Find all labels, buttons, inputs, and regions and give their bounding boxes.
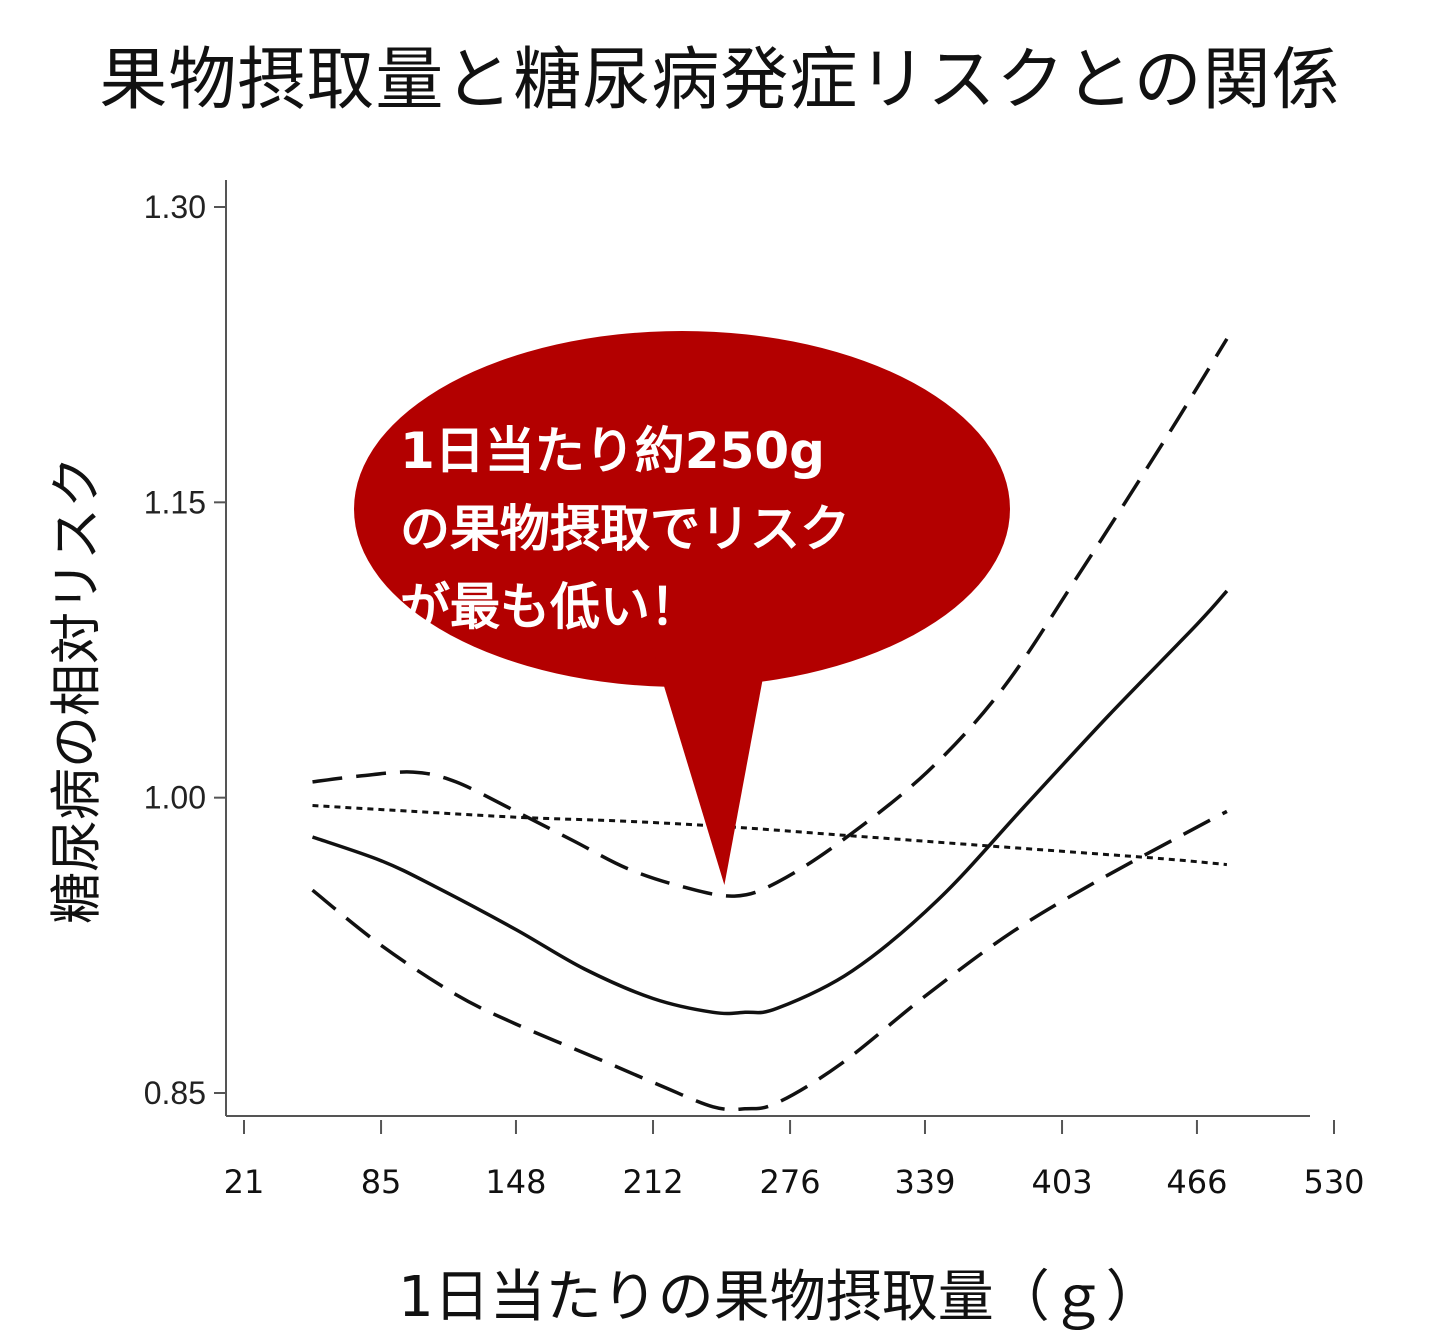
x-tick-label: 466	[1166, 1163, 1227, 1201]
series-line-3-long-dash	[311, 809, 1228, 1112]
y-tick-label: 0.85	[144, 1075, 206, 1111]
x-tick-label: 85	[361, 1163, 402, 1201]
x-axis-label: 1日当たりの果物摂取量（ｇ）	[398, 1265, 1162, 1330]
x-tick-label: 212	[622, 1163, 683, 1201]
annotation-line-2: の果物摂取でリスク	[400, 500, 850, 558]
annotation-line-3: が最も低い！	[400, 578, 700, 636]
chart-title: 果物摂取量と糖尿病発症リスクとの関係	[99, 41, 1341, 120]
chart-series	[311, 337, 1229, 1112]
annotation-text: 1日当たり約250g の果物摂取でリスク が最も低い！	[400, 412, 960, 646]
annotation-line-1: 1日当たり約250g	[400, 422, 825, 480]
bubble-pointer	[650, 640, 770, 885]
x-tick-label: 403	[1031, 1163, 1092, 1201]
series-line-1-solid	[311, 589, 1229, 1016]
x-tick-label: 21	[224, 1163, 265, 1201]
x-tick-label: 530	[1303, 1163, 1364, 1201]
series-line-4-dotted	[312, 804, 1228, 867]
series-line-2-long-dash	[312, 337, 1229, 898]
annotation-bubble	[354, 331, 1010, 885]
x-tick-label: 339	[894, 1163, 955, 1201]
bubble-body	[354, 331, 1010, 687]
y-tick-label: 1.00	[144, 780, 206, 816]
chart-axes: 1.30 1.15 1.00 0.85 21 85 148 212 276 339 403 466 53…	[144, 180, 1365, 1201]
x-tick-label: 148	[485, 1163, 546, 1201]
y-tick-label: 1.30	[144, 189, 206, 225]
y-tick-label: 1.15	[144, 484, 206, 520]
x-tick-label: 276	[760, 1163, 821, 1201]
